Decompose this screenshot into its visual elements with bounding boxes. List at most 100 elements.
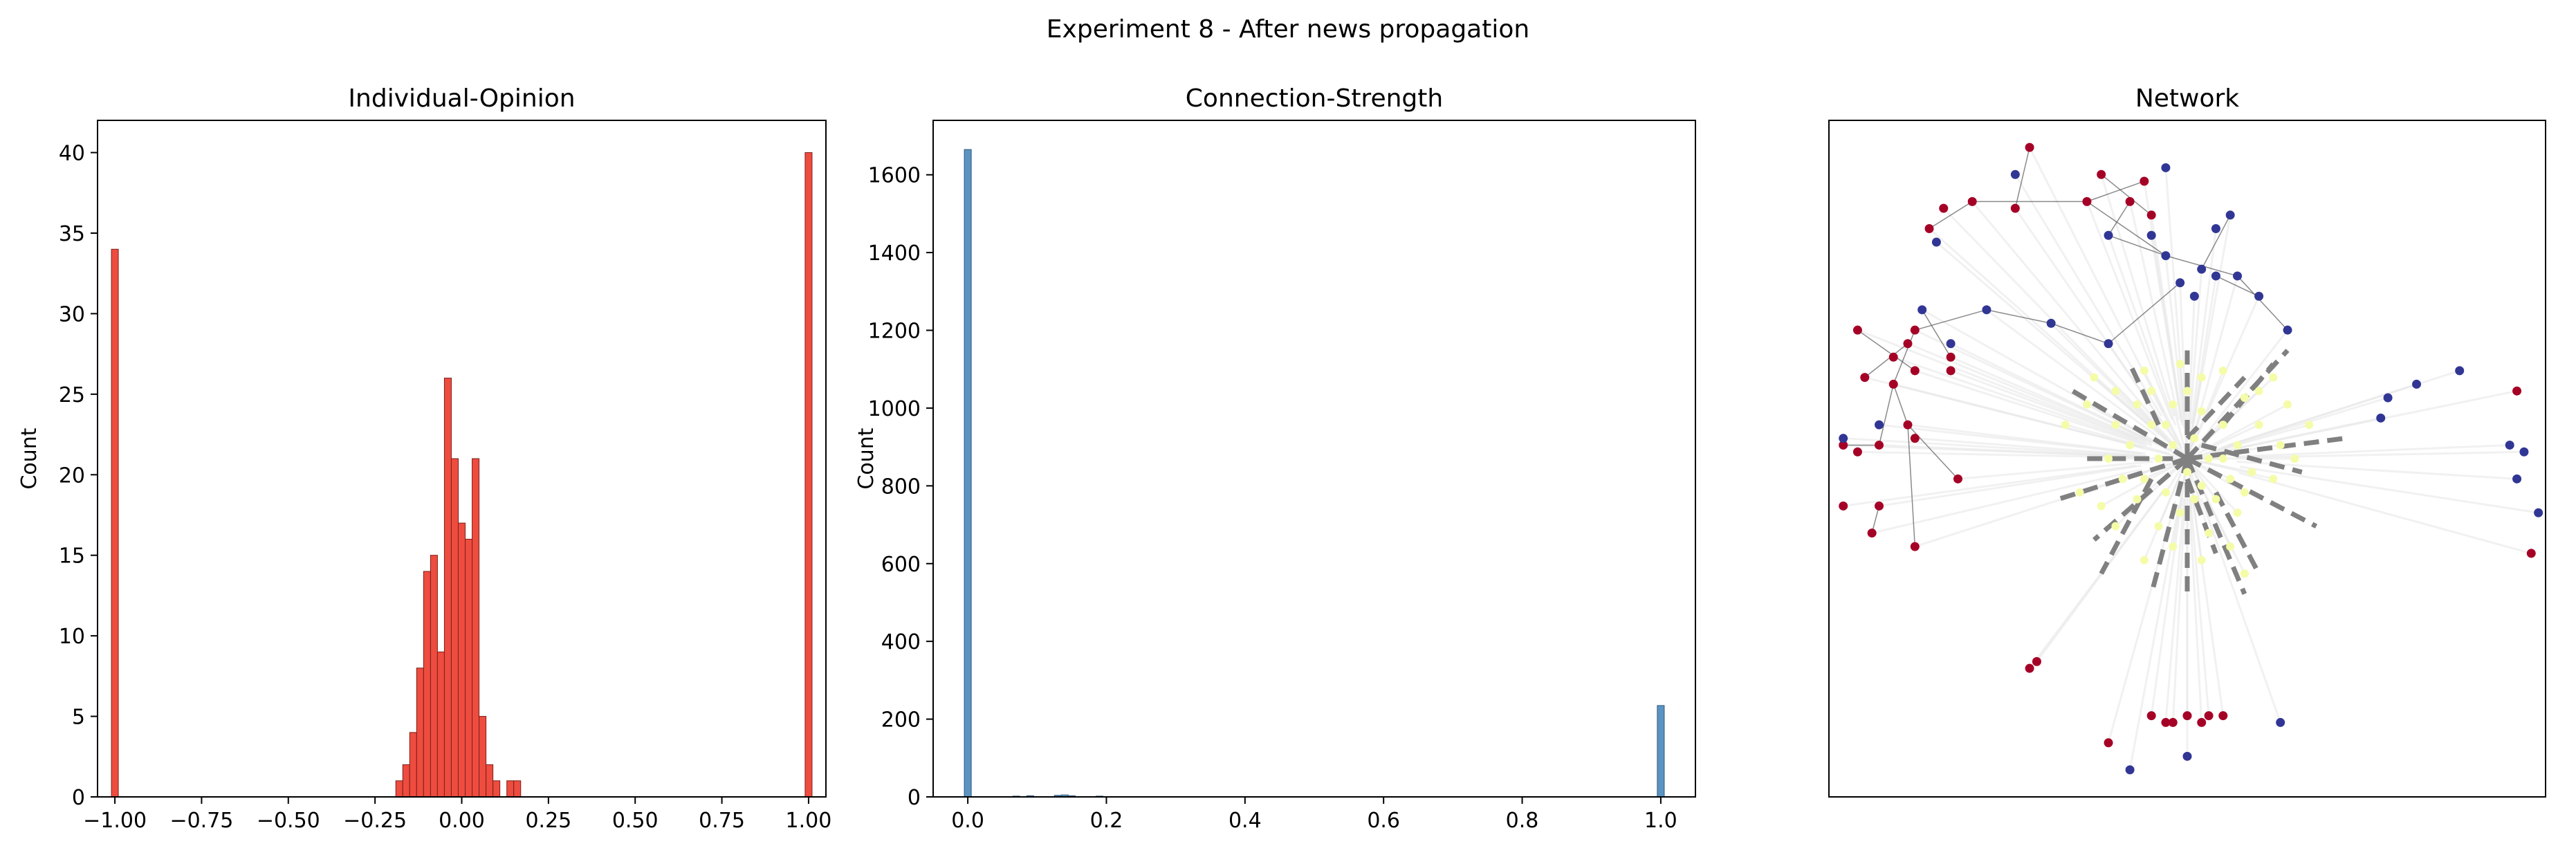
network-background-edge bbox=[2129, 443, 2179, 458]
network-background-edge bbox=[1843, 464, 2136, 507]
network-background-edge bbox=[2107, 501, 2177, 744]
network-dashed-edge bbox=[2187, 436, 2346, 461]
network-node-red bbox=[1852, 325, 1862, 335]
network-node-yellow bbox=[2082, 400, 2091, 409]
network-node-red bbox=[1924, 223, 1934, 233]
network-node-blue bbox=[1982, 305, 1991, 315]
network-background-edge bbox=[1864, 376, 2140, 448]
network-node-red bbox=[1910, 325, 1920, 335]
network-title: Network bbox=[2135, 84, 2239, 113]
network-node-yellow bbox=[2290, 454, 2299, 463]
individual-opinion-histogram: −1.00 −0.75 −0.50 −0.25 0.00 0.25 0.50 0.75 1.00… bbox=[17, 84, 831, 833]
network-node-yellow bbox=[2276, 441, 2285, 450]
network-node-red bbox=[1888, 352, 1898, 362]
network-node-yellow bbox=[2233, 508, 2242, 517]
network-node-red bbox=[1946, 352, 1956, 362]
network-node-red bbox=[1946, 366, 1956, 376]
opinion-bar bbox=[493, 780, 501, 798]
network-node-red bbox=[1888, 379, 1898, 389]
network-background-edge bbox=[2115, 423, 2178, 455]
network-node-blue bbox=[2104, 230, 2113, 240]
network-node-yellow bbox=[2254, 387, 2263, 396]
network-node-blue bbox=[2211, 223, 2220, 233]
network-node-red bbox=[2182, 711, 2192, 721]
strength-y-tick-label: 200 bbox=[881, 708, 921, 733]
network-thin-edge bbox=[1986, 309, 2052, 324]
network-background-edge bbox=[2143, 473, 2182, 561]
network-background-edge bbox=[1879, 423, 2142, 455]
network-background-edge bbox=[1915, 437, 2147, 457]
network-node-red bbox=[2197, 717, 2207, 727]
network-dashed-edge bbox=[2099, 477, 2154, 575]
network-node-blue bbox=[2225, 210, 2235, 220]
strength-x-tick-label: 0.0 bbox=[951, 809, 984, 833]
opinion-bar bbox=[416, 668, 424, 798]
network-node-red bbox=[2025, 142, 2034, 152]
opinion-bar bbox=[513, 780, 522, 798]
network-dashed-edge bbox=[2214, 491, 2261, 575]
network-background-edge bbox=[2188, 498, 2203, 723]
network-node-blue bbox=[2534, 508, 2543, 517]
network-background-edge bbox=[2086, 201, 2173, 421]
network-background-edge bbox=[2235, 443, 2510, 458]
network-node-yellow bbox=[2118, 475, 2127, 484]
network-node-yellow bbox=[2154, 454, 2163, 463]
opinion-y-tick-label: 40 bbox=[59, 142, 85, 166]
network-node-blue bbox=[2161, 251, 2171, 261]
network-background-edge bbox=[2150, 235, 2183, 425]
network-node-yellow bbox=[2075, 488, 2084, 497]
network-node-yellow bbox=[2240, 488, 2249, 497]
network-node-blue bbox=[2175, 278, 2185, 288]
network-node-yellow bbox=[2183, 387, 2191, 396]
network-background-edge bbox=[2028, 489, 2165, 670]
opinion-bar bbox=[472, 458, 480, 798]
network-thin-edge bbox=[2201, 214, 2231, 270]
network-node-blue bbox=[2519, 447, 2529, 457]
network-dashed-edge bbox=[2185, 376, 2247, 441]
network-thin-edge bbox=[2101, 174, 2152, 216]
network-background-edge bbox=[1857, 329, 2139, 441]
network-node-red bbox=[2218, 711, 2228, 721]
network-node-red bbox=[1860, 373, 1870, 383]
network-frame bbox=[1828, 120, 2546, 798]
network-node-blue bbox=[1917, 305, 1927, 315]
network-thin-edge bbox=[1878, 384, 1894, 445]
opinion-bar bbox=[804, 152, 813, 798]
network-node-yellow bbox=[2175, 508, 2184, 517]
network-thin-edge bbox=[1929, 201, 1973, 230]
network-background-edge bbox=[2050, 322, 2168, 439]
network-background-edge bbox=[2193, 275, 2238, 432]
network-node-yellow bbox=[2104, 454, 2113, 463]
network-background-edge bbox=[2107, 235, 2177, 426]
network-node-yellow bbox=[2175, 360, 2184, 369]
network-node-yellow bbox=[2190, 495, 2199, 504]
opinion-y-tick-label: 15 bbox=[59, 544, 85, 569]
network-node-red bbox=[1867, 528, 1877, 538]
opinion-title: Individual-Opinion bbox=[348, 84, 575, 113]
network-background-edge bbox=[1893, 356, 2144, 445]
network-node-blue bbox=[2182, 751, 2192, 761]
network-node-blue bbox=[2383, 393, 2393, 403]
network-node-yellow bbox=[2154, 522, 2163, 531]
network-background-edge bbox=[2205, 423, 2310, 455]
opinion-y-axis-label: Count bbox=[17, 428, 42, 489]
network-node-yellow bbox=[2269, 373, 2278, 382]
network-node-blue bbox=[2189, 291, 2199, 301]
network-node-yellow bbox=[2140, 555, 2149, 564]
network-thin-edge bbox=[1857, 329, 1915, 371]
network-node-yellow bbox=[2169, 400, 2178, 409]
network-node-red bbox=[2204, 711, 2214, 721]
opinion-bar bbox=[457, 522, 466, 798]
network-node-yellow bbox=[2283, 400, 2292, 409]
network-background-edge bbox=[2171, 404, 2187, 451]
network-node-blue bbox=[2233, 271, 2243, 281]
network-node-red bbox=[2082, 196, 2092, 206]
network-node-yellow bbox=[2233, 441, 2242, 450]
opinion-bar bbox=[486, 764, 494, 798]
network-node-yellow bbox=[2161, 488, 2170, 497]
strength-x-tick-label: 0.2 bbox=[1090, 809, 1123, 833]
network-node-blue bbox=[1931, 237, 1941, 247]
opinion-bar bbox=[430, 555, 438, 798]
network-node-yellow bbox=[2197, 481, 2206, 490]
opinion-x-tick-label: 0.00 bbox=[439, 809, 485, 833]
